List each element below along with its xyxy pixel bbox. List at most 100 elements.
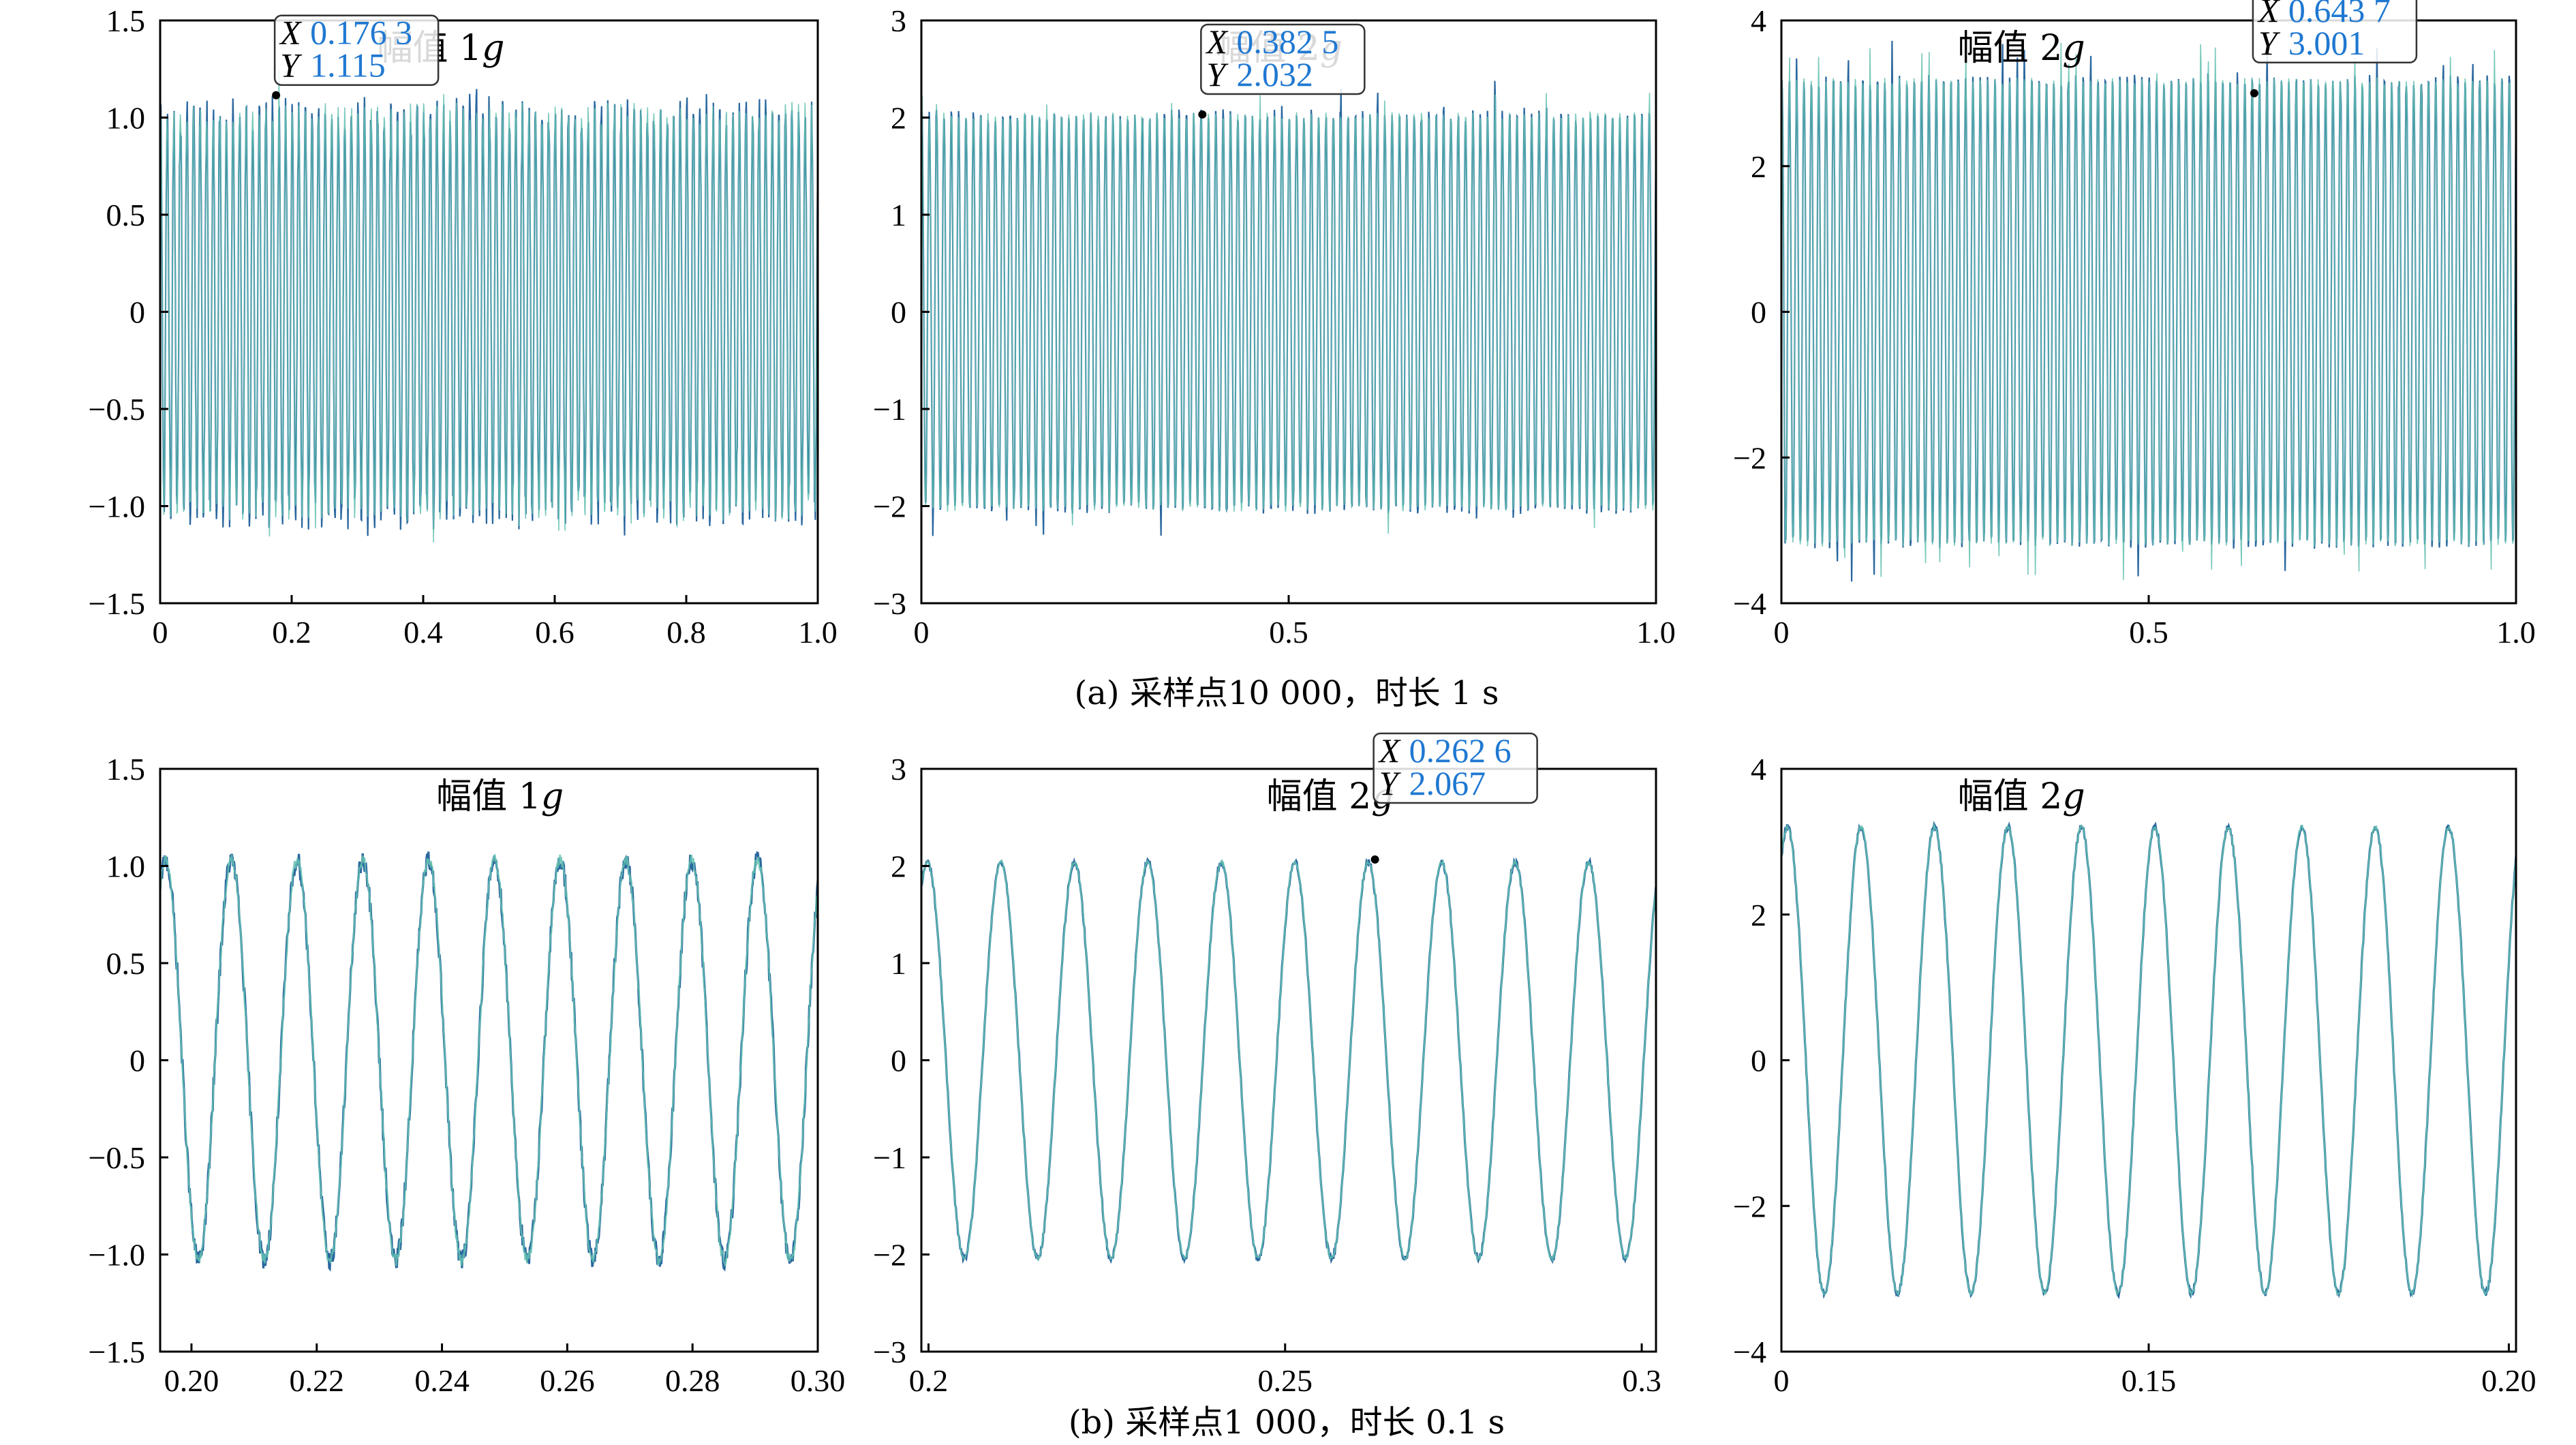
- y-tick-label: 0: [129, 295, 145, 330]
- series-dark-line: [921, 856, 1656, 1264]
- y-tick-label: 3: [891, 3, 906, 38]
- y-tick-label: −1.5: [89, 1335, 145, 1369]
- x-tick-label: 0.30: [791, 1363, 846, 1398]
- x-tick-label: 0.2: [909, 1363, 949, 1398]
- y-tick-label: 2: [891, 849, 906, 884]
- x-tick-label: 0: [1774, 615, 1790, 650]
- y-tick-label: −0.5: [89, 392, 145, 427]
- datatip-y-value: 2.032: [1236, 55, 1313, 93]
- chart-a1: 00.20.40.60.81.01.51.00.50−0.5−1.0−1.5幅值…: [89, 3, 838, 650]
- amplitude-title: 幅值 2g: [1958, 776, 2085, 817]
- y-tick-label: −2: [873, 1238, 906, 1273]
- series-light-line: [160, 853, 818, 1266]
- y-tick-label: −4: [1733, 1335, 1766, 1369]
- series-dark-line: [160, 851, 818, 1272]
- datatip: X 0.262 6Y 2.067: [1370, 731, 1538, 864]
- series-light-line: [160, 70, 818, 543]
- x-tick-label: 0.15: [2121, 1363, 2177, 1398]
- y-tick-label: 0: [891, 1044, 906, 1078]
- plots-group: 0 0.2 0.4 0.6 0.8 1.0 1.5 1.0 0.5 0 −0.5 −1.0 −1.5 幅值…: [89, 0, 2536, 1398]
- caption-a: (a) 采样点10 000，时长 1 s: [1075, 674, 1499, 712]
- datatip-y-key: Y: [2258, 24, 2281, 62]
- y-tick-label: 1.5: [106, 3, 146, 38]
- y-tick-label: −4: [1733, 586, 1766, 621]
- x-tick-label: 0.3: [1622, 1363, 1661, 1398]
- datatip-box: [273, 14, 440, 86]
- x-tick-label: 1.0: [2496, 615, 2536, 650]
- series-light-line: [1781, 42, 2516, 581]
- datatip: X 0.176 3Y 1.115: [272, 14, 440, 100]
- axes-frame: [159, 767, 819, 1353]
- x-tick-label: 0.2: [272, 615, 311, 650]
- series-light-line: [921, 858, 1656, 1263]
- x-tick-label: 1.0: [1636, 615, 1676, 650]
- datatip: X 0.382 5Y 2.032: [1198, 22, 1366, 119]
- datatip: X 0.643 7Y 3.001: [2250, 0, 2418, 97]
- y-tick-label: 3: [891, 752, 906, 787]
- x-tick-label: 0.28: [665, 1363, 720, 1398]
- y-tick-label: 4: [1751, 3, 1766, 38]
- y-tick-label: 0: [129, 1044, 145, 1078]
- x-tick-label: 0.24: [414, 1363, 470, 1398]
- datatip-x-key: X: [2257, 0, 2281, 29]
- x-tick-label: 0.8: [666, 615, 706, 650]
- y-tick-label: −2: [873, 489, 906, 524]
- x-tick-label: 0.22: [290, 1363, 345, 1398]
- chart-a3: 0 0.5 1.0 4 2 0 −2 −4 幅值 2g X 0.643 7Y 3.001: [1733, 0, 2536, 650]
- y-tick-label: 0: [1751, 295, 1766, 330]
- x-tick-label: 0.20: [164, 1363, 219, 1398]
- y-tick-label: −1.0: [89, 1238, 145, 1273]
- y-tick-label: −2: [1733, 440, 1766, 475]
- datatip-y-key: Y: [280, 46, 303, 85]
- x-tick-label: 0: [914, 615, 930, 650]
- datatip-y-key: Y: [1379, 764, 1402, 802]
- datatip-x-value: 0.262 6: [1409, 731, 1512, 770]
- caption-b: (b) 采样点1 000，时长 0.1 s: [1069, 1403, 1505, 1442]
- axes-frame: [920, 767, 1657, 1353]
- datatip-x-key: X: [1378, 731, 1402, 770]
- x-tick-label: 0.25: [1258, 1363, 1313, 1398]
- series-light-line: [1781, 822, 2516, 1298]
- datatip-box: [2252, 0, 2418, 64]
- datatip-x-value: 0.382 5: [1236, 22, 1338, 61]
- y-tick-label: 1.0: [106, 849, 146, 884]
- y-tick-label: −1.0: [89, 489, 145, 524]
- x-tick-label: 0.4: [403, 615, 443, 650]
- y-tick-label: −3: [873, 1335, 906, 1369]
- y-tick-label: 4: [1751, 752, 1766, 787]
- datatip-box: [1373, 732, 1538, 804]
- y-tick-label: −1.5: [89, 586, 145, 621]
- x-tick-label: 0: [153, 615, 168, 650]
- y-tick-label: 1: [891, 198, 906, 232]
- amplitude-title: 幅值 2g: [1958, 28, 2085, 69]
- y-tick-label: −0.5: [89, 1140, 145, 1175]
- y-tick-label: 2: [891, 101, 906, 136]
- x-tick-label: 0: [1774, 1363, 1790, 1398]
- y-tick-label: 0: [891, 295, 906, 330]
- chart-b3: 0 0.15 0.20 4 2 0 −2 −4 幅值 2g: [1733, 752, 2536, 1398]
- datatip-x-value: 0.643 7: [2288, 0, 2391, 29]
- datatip-y-value: 2.067: [1409, 764, 1486, 802]
- series-light-line: [921, 93, 1656, 534]
- y-tick-label: 2: [1751, 898, 1766, 932]
- y-tick-label: 0.5: [106, 198, 146, 232]
- amplitude-title: 幅值 1g: [436, 776, 564, 817]
- datatip-x-key: X: [1205, 22, 1229, 61]
- datatip-marker: [1198, 110, 1207, 119]
- x-tick-label: 0.6: [535, 615, 574, 650]
- x-tick-label: 0.26: [540, 1363, 595, 1398]
- x-tick-label: 1.0: [798, 615, 838, 650]
- datatip-marker: [272, 91, 281, 100]
- y-tick-label: 0.5: [106, 946, 146, 981]
- datatip-marker: [1370, 855, 1379, 864]
- x-tick-label: 0.5: [2129, 615, 2168, 650]
- datatip-y-value: 1.115: [310, 46, 386, 85]
- y-tick-label: 1: [891, 946, 906, 981]
- x-tick-label: 0.20: [2481, 1363, 2536, 1398]
- datatip-x-key: X: [279, 14, 303, 52]
- x-tick-label: 0.5: [1269, 615, 1308, 650]
- datatip-y-value: 3.001: [2288, 24, 2365, 62]
- chart-b1: 0.20 0.22 0.24 0.26 0.28 0.30 1.5 1.0 0.5 0 −0.5 −1…: [89, 752, 846, 1398]
